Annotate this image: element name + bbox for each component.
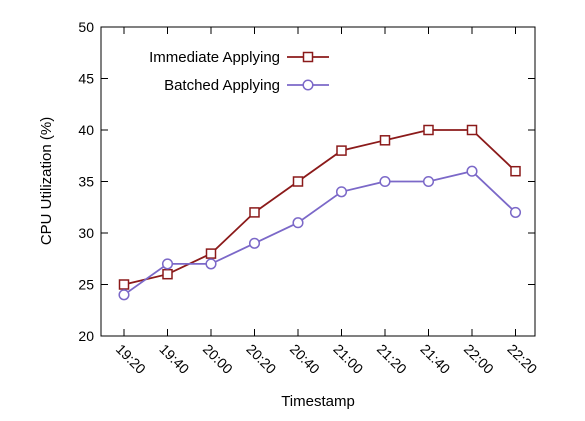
legend-marker xyxy=(302,51,314,63)
x-tick-label: 21:00 xyxy=(330,341,366,377)
series-2 xyxy=(118,165,522,301)
data-point xyxy=(118,279,130,290)
data-point xyxy=(510,165,521,177)
y-tick-label: 40 xyxy=(78,122,94,138)
data-point xyxy=(118,289,130,301)
y-tick-label: 35 xyxy=(78,174,94,190)
y-axis-title: CPU Utilization (%) xyxy=(38,117,55,245)
data-point xyxy=(423,124,434,136)
legend-label: Immediate Applying xyxy=(149,49,280,66)
data-point xyxy=(161,258,174,270)
y-tick-label: 25 xyxy=(78,277,94,293)
y-axis: 20 25 30 35 40 45 50 xyxy=(78,19,535,344)
data-point xyxy=(205,248,217,259)
y-tick-label: 50 xyxy=(78,19,94,35)
series-line xyxy=(123,170,517,296)
x-tick-label: 20:20 xyxy=(243,341,279,377)
data-point xyxy=(335,186,348,198)
y-tick-label: 45 xyxy=(78,71,94,87)
data-point xyxy=(466,165,478,177)
y-tick-label: 30 xyxy=(78,225,94,241)
plot-frame xyxy=(100,26,536,337)
data-point xyxy=(162,268,173,280)
x-tick-label: 21:40 xyxy=(417,341,453,377)
data-point xyxy=(466,124,478,136)
x-tick-label: 20:00 xyxy=(200,341,236,377)
data-point xyxy=(509,206,522,218)
legend-item: Batched Applying xyxy=(164,77,329,94)
data-point xyxy=(379,175,391,188)
legend: Immediate Applying Batched Applying xyxy=(149,49,329,94)
x-tick-label: 22:20 xyxy=(504,341,540,377)
data-point xyxy=(248,237,261,249)
data-point xyxy=(292,176,304,187)
x-tick-label: 19:40 xyxy=(156,341,192,377)
x-tick-label: 20:40 xyxy=(287,341,323,377)
x-axis-title: Timestamp xyxy=(281,393,355,410)
series-layer xyxy=(118,124,522,301)
x-tick-label: 22:00 xyxy=(461,341,497,377)
y-tick-label: 20 xyxy=(78,328,94,344)
data-point xyxy=(422,175,435,188)
data-point xyxy=(379,135,391,146)
legend-marker xyxy=(302,79,314,91)
x-tick-label: 19:20 xyxy=(113,341,149,377)
data-point xyxy=(336,145,347,156)
legend-label: Batched Applying xyxy=(164,77,280,94)
x-tick-label: 21:20 xyxy=(374,341,410,377)
data-point xyxy=(205,258,217,270)
legend-item: Immediate Applying xyxy=(149,49,329,66)
data-point xyxy=(292,217,304,229)
data-point xyxy=(249,207,260,218)
